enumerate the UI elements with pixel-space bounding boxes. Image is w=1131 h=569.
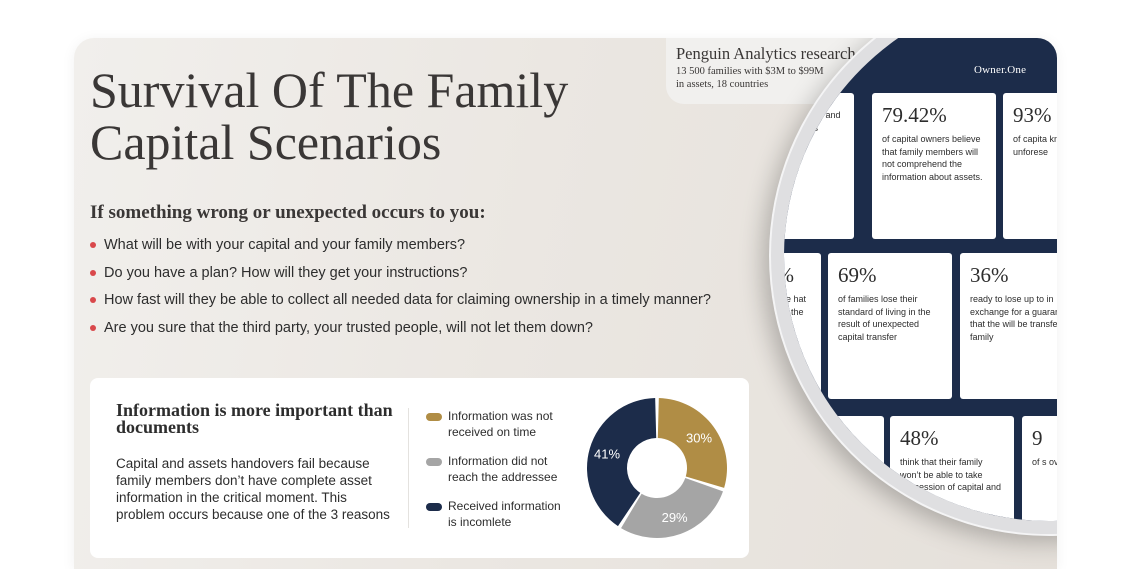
legend-label: Received information is incomlete — [448, 499, 561, 529]
stat-number: 79.42% — [882, 103, 947, 127]
stat-text: of capital owners believe that family me… — [882, 134, 983, 182]
bullet-dot-icon — [90, 242, 96, 248]
stat-number: 69% — [838, 263, 877, 287]
stat-card: 36% ready to lose up to in exchange for … — [960, 253, 1057, 399]
questions-heading: If something wrong or unexpected occurs … — [90, 202, 486, 223]
stat-card: 69% of families lose their standard of l… — [828, 253, 952, 399]
donut-label: 41% — [594, 446, 620, 461]
legend-swatch — [426, 413, 442, 421]
title-line-1: Survival Of The Family — [90, 62, 569, 118]
questions-list: What will be with your capital and your … — [90, 235, 711, 345]
question-text: How fast will they be able to collect al… — [104, 292, 711, 308]
question-text: What will be with your capital and your … — [104, 237, 466, 253]
question-text: Do you have a plan? How will they get yo… — [104, 264, 468, 281]
magnifier-lens: believe mbers will and the about assets … — [771, 38, 1057, 534]
legend-swatch — [426, 503, 442, 511]
donut-label: 29% — [662, 510, 688, 525]
owner-one-logo: Owner.One — [974, 64, 1027, 76]
donut-label: 30% — [686, 430, 712, 445]
legend-swatch — [426, 458, 442, 466]
legend-label: Information was not received on time — [448, 409, 553, 439]
stat-card: 93% of capita know ho would a unforese — [1003, 93, 1057, 239]
research-line-2: in assets, 18 countries — [676, 79, 769, 90]
infographic-card: Survival Of The Family Capital Scenarios… — [74, 38, 1057, 569]
legend-item-incomplete: Received information is incomlete — [426, 499, 571, 530]
donut-slice — [587, 398, 657, 527]
info-heading: Information is more important than docum… — [116, 400, 393, 437]
stat-number: 9 — [1032, 426, 1043, 450]
research-title: Penguin Analytics research — [676, 44, 856, 63]
question-text: Are you sure that the third party, your … — [104, 319, 593, 336]
stats-grid: believe mbers will and the about assets … — [771, 38, 1057, 521]
legend-label: Information did not reach the addressee — [448, 454, 558, 484]
stat-text: believe mbers will and the about assets — [771, 110, 841, 133]
stat-number: 0% — [776, 263, 794, 287]
question-item: How fast will they be able to collect al… — [90, 290, 711, 318]
stat-card: 79.42% of capital owners believe that fa… — [872, 93, 996, 239]
stat-number: % — [818, 426, 836, 450]
question-item: What will be with your capital and your … — [90, 235, 711, 263]
stat-text: think that their family won’t be able to… — [900, 457, 1002, 505]
stat-card: 48% think that their family won’t be abl… — [890, 416, 1014, 521]
divider — [408, 408, 409, 528]
stat-number: 36% — [970, 263, 1009, 287]
stat-card: believe mbers will and the about assets — [771, 93, 854, 239]
legend-item-not-reached: Information did not reach the addressee — [426, 454, 571, 485]
bullet-dot-icon — [90, 297, 96, 303]
stat-text: ocuments in hand- — [818, 457, 867, 480]
bullet-dot-icon — [90, 269, 96, 276]
title-line-2: Capital Scenarios — [90, 114, 442, 170]
stat-card: % ocuments in hand- — [784, 416, 884, 521]
donut-chart: 30% 29% 41% — [587, 398, 727, 538]
legend-item-not-on-time: Information was not received on time — [426, 409, 571, 440]
stat-text: of capita know ho would a unforese — [1013, 134, 1057, 157]
stat-card: 0% hange hat the to the — [771, 253, 821, 399]
stat-text: ready to lose up to in exchange for a gu… — [970, 294, 1057, 342]
question-item: Do you have a plan? How will they get yo… — [90, 263, 711, 291]
stat-number: 48% — [900, 426, 939, 450]
donut-slice — [657, 398, 727, 488]
stat-number: 93% — [1013, 103, 1052, 127]
stat-card: 9 of s ove clai deta mor doc — [1022, 416, 1057, 521]
stat-text: of families lose their standard of livin… — [838, 294, 931, 342]
research-line-1: 13 500 families with $3M to $99M — [676, 66, 824, 77]
bullet-dot-icon — [90, 324, 96, 331]
info-body: Capital and assets handovers fail becaus… — [116, 456, 390, 522]
stat-text: hange hat the to the — [771, 294, 807, 317]
info-card: Information is more important than docum… — [90, 378, 749, 558]
donut-slice — [621, 478, 723, 538]
stat-text: of s ove clai deta mor doc — [1032, 457, 1057, 467]
page-title: Survival Of The Family Capital Scenarios — [90, 64, 690, 168]
question-item: Are you sure that the third party, your … — [90, 318, 711, 346]
